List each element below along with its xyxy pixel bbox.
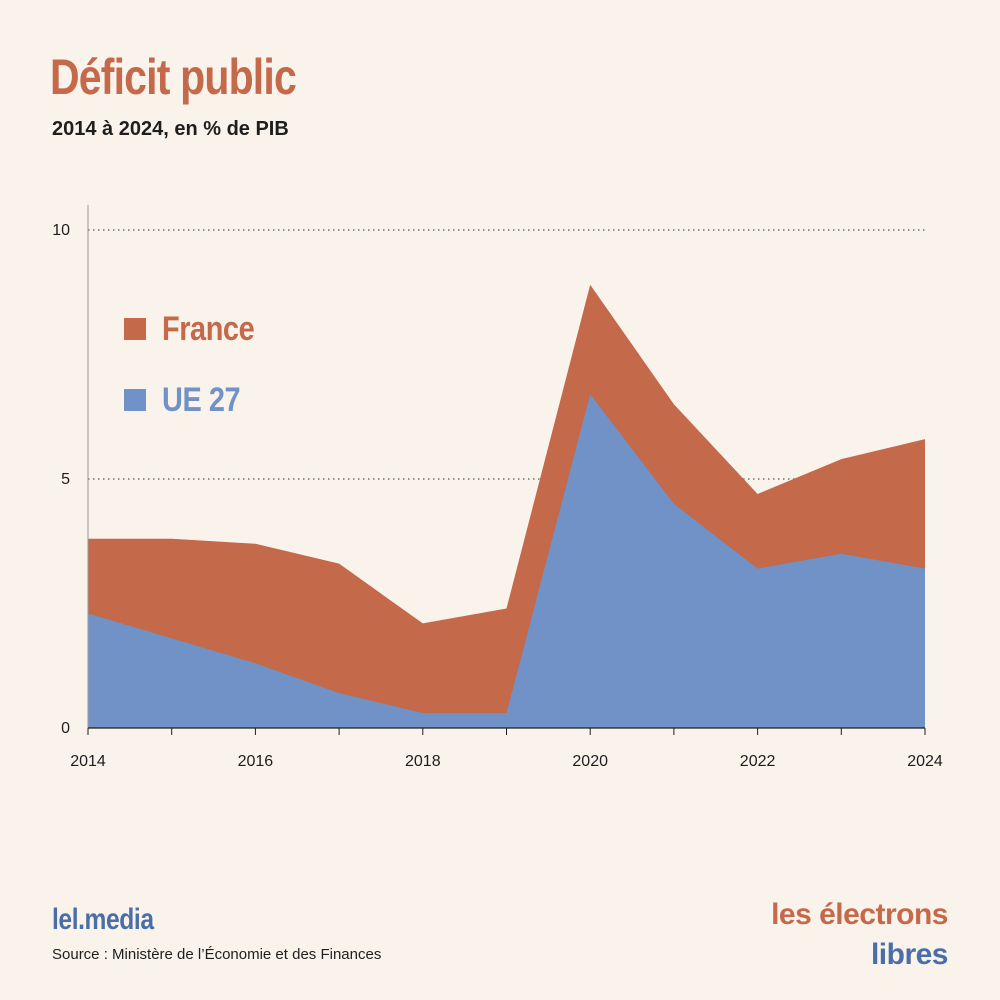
- publisher-logo: les électrons libres: [771, 895, 948, 975]
- y-tick-label: 5: [61, 471, 70, 488]
- y-tick-label: 0: [61, 720, 70, 737]
- area-series: [88, 284, 925, 728]
- axes: 2014 2016 2018 2020 2022 2024 0 5 10: [52, 205, 943, 770]
- legend-swatch-france: [124, 318, 146, 340]
- x-tick-label: 2018: [405, 753, 441, 770]
- x-tick-label: 2016: [238, 753, 274, 770]
- legend-swatch-ue27: [124, 389, 146, 411]
- chart-title: Déficit public: [50, 49, 297, 105]
- legend-label-ue27: UE 27: [162, 380, 241, 419]
- y-tick-label: 10: [52, 222, 70, 239]
- x-tick-label: 2020: [572, 753, 608, 770]
- chart-subtitle: 2014 à 2024, en % de PIB: [52, 118, 289, 140]
- legend-item-ue27: UE 27: [124, 381, 271, 419]
- x-tick-label: 2024: [907, 753, 943, 770]
- logo-line-1: les électrons: [771, 898, 948, 931]
- source-note: Source : Ministère de l’Économie et des …: [52, 946, 382, 963]
- area-ue27: [88, 394, 925, 728]
- legend-label-france: France: [162, 309, 255, 348]
- x-tick-label: 2022: [740, 753, 776, 770]
- x-tick-label: 2014: [70, 753, 106, 770]
- legend-item-france: France: [124, 310, 271, 348]
- legend: France UE 27: [124, 310, 271, 452]
- brand-name: lel.media: [52, 903, 154, 936]
- logo-line-2: libres: [870, 938, 949, 971]
